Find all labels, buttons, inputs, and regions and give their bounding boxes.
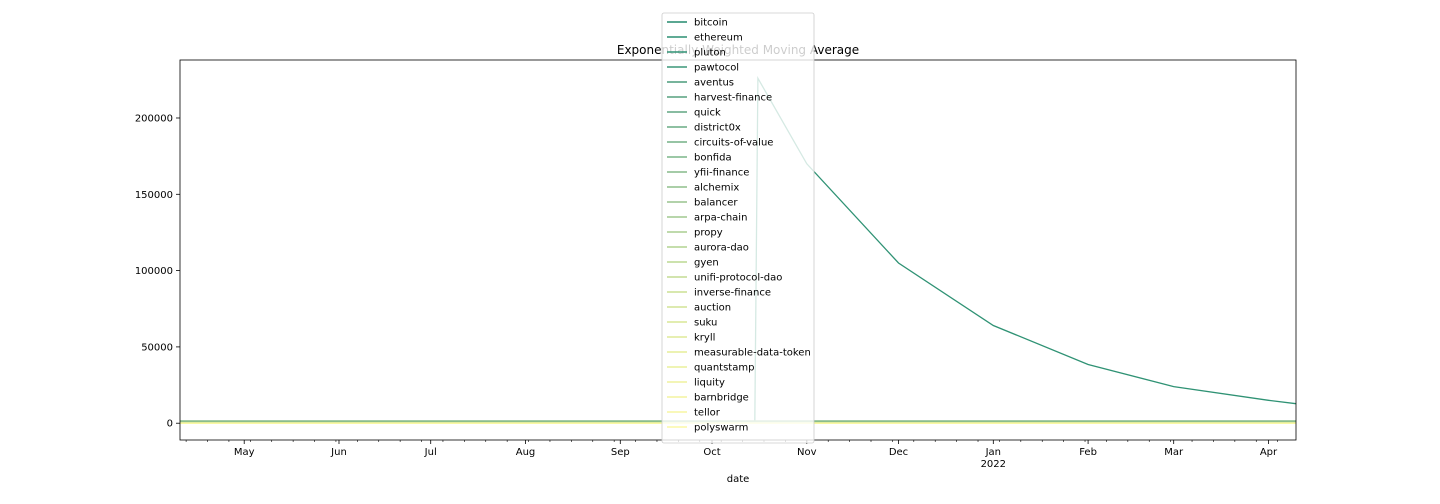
x-tick-label: Mar bbox=[1164, 447, 1184, 458]
legend-entry-aurora-dao: aurora-dao bbox=[694, 243, 749, 254]
x-tick-label: Jan bbox=[985, 447, 1001, 458]
legend-entry-alchemix: alchemix bbox=[694, 183, 739, 194]
legend-entry-yfii-finance: yfii-finance bbox=[694, 168, 749, 179]
series-line-pluton bbox=[754, 75, 1297, 424]
x-tick-label: Sep bbox=[611, 447, 630, 458]
y-tick-label: 100000 bbox=[135, 266, 173, 277]
x-tick-label: Jun bbox=[330, 447, 347, 458]
legend-entry-inverse-finance: inverse-finance bbox=[694, 288, 771, 299]
x-tick-label: Oct bbox=[703, 447, 720, 458]
legend-entry-circuits-of-value: circuits-of-value bbox=[694, 138, 773, 149]
x-tick-sublabel: 2022 bbox=[981, 459, 1006, 470]
y-axis: 0 50000 100000 150000 200000 bbox=[135, 113, 180, 430]
y-tick-label: 0 bbox=[167, 419, 173, 430]
legend-entry-liquity: liquity bbox=[694, 378, 725, 389]
legend-entry-unifi-protocol-dao: unifi-protocol-dao bbox=[694, 273, 782, 284]
legend-entry-pawtocol: pawtocol bbox=[694, 63, 739, 74]
legend-entry-pluton: pluton bbox=[694, 48, 726, 59]
x-tick-label: Nov bbox=[797, 447, 817, 458]
legend-entry-district0x: district0x bbox=[694, 123, 741, 134]
legend-entry-balancer: balancer bbox=[694, 198, 738, 209]
legend-entry-quick: quick bbox=[694, 108, 721, 119]
legend: bitcoin ethereum pluton pawtocol aventus harv… bbox=[661, 12, 815, 444]
x-tick-label: Jul bbox=[424, 447, 437, 458]
legend-entry-harvest-finance: harvest-finance bbox=[694, 93, 772, 104]
x-tick-label: Aug bbox=[516, 447, 536, 458]
y-tick-label: 50000 bbox=[141, 342, 173, 353]
legend-entry-suku: suku bbox=[694, 318, 717, 329]
legend-entry-propy: propy bbox=[694, 228, 723, 239]
legend-entry-kryll: kryll bbox=[694, 333, 715, 344]
legend-entry-quantstamp: quantstamp bbox=[694, 363, 754, 374]
legend-entry-aventus: aventus bbox=[694, 78, 734, 89]
legend-entry-barnbridge: barnbridge bbox=[694, 393, 749, 404]
y-tick-label: 200000 bbox=[135, 113, 173, 124]
x-tick-label: Apr bbox=[1260, 447, 1278, 458]
x-axis-label: date bbox=[727, 474, 750, 485]
legend-entry-tellor: tellor bbox=[694, 408, 721, 419]
legend-box bbox=[661, 12, 815, 444]
x-tick-label: Feb bbox=[1079, 447, 1097, 458]
legend-entry-auction: auction bbox=[694, 303, 731, 314]
legend-entry-arpa-chain: arpa-chain bbox=[694, 213, 747, 224]
legend-entry-bitcoin: bitcoin bbox=[694, 18, 728, 29]
legend-entry-polyswarm: polyswarm bbox=[694, 423, 748, 434]
legend-entry-measurable-data-token: measurable-data-token bbox=[694, 348, 811, 359]
legend-entry-ethereum: ethereum bbox=[694, 33, 743, 44]
legend-entry-gyen: gyen bbox=[694, 258, 719, 269]
x-tick-label: May bbox=[234, 447, 255, 458]
x-tick-label: Dec bbox=[889, 447, 908, 458]
y-tick-label: 150000 bbox=[135, 190, 173, 201]
legend-entry-bonfida: bonfida bbox=[694, 153, 732, 164]
